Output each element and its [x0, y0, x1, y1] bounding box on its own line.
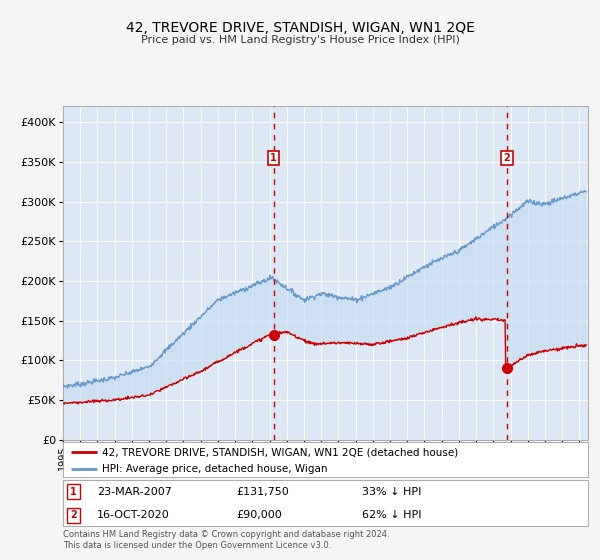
Text: 42, TREVORE DRIVE, STANDISH, WIGAN, WN1 2QE (detached house): 42, TREVORE DRIVE, STANDISH, WIGAN, WN1 … [103, 447, 458, 457]
Text: 16-OCT-2020: 16-OCT-2020 [97, 510, 170, 520]
Text: £90,000: £90,000 [236, 510, 282, 520]
Text: 23-MAR-2007: 23-MAR-2007 [97, 487, 172, 497]
Text: HPI: Average price, detached house, Wigan: HPI: Average price, detached house, Wiga… [103, 464, 328, 474]
Text: Price paid vs. HM Land Registry's House Price Index (HPI): Price paid vs. HM Land Registry's House … [140, 35, 460, 45]
Text: 2: 2 [70, 510, 77, 520]
Text: £131,750: £131,750 [236, 487, 289, 497]
Text: 1: 1 [70, 487, 77, 497]
Text: Contains HM Land Registry data © Crown copyright and database right 2024.
This d: Contains HM Land Registry data © Crown c… [63, 530, 389, 550]
Text: 62% ↓ HPI: 62% ↓ HPI [362, 510, 422, 520]
Text: 1: 1 [270, 153, 277, 163]
Text: 33% ↓ HPI: 33% ↓ HPI [362, 487, 422, 497]
Text: 2: 2 [503, 153, 511, 163]
Text: 42, TREVORE DRIVE, STANDISH, WIGAN, WN1 2QE: 42, TREVORE DRIVE, STANDISH, WIGAN, WN1 … [125, 21, 475, 35]
